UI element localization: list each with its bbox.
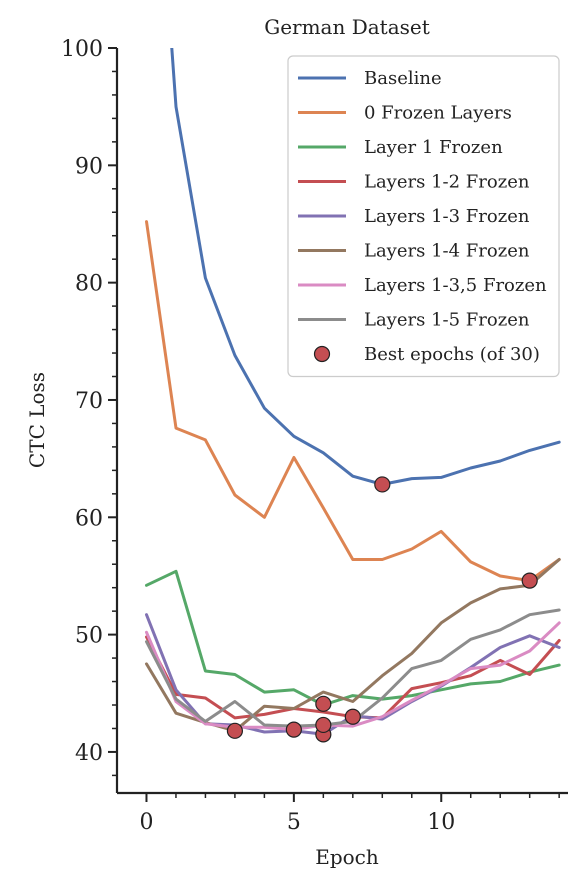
best-epoch-marker-1 <box>374 476 391 493</box>
best-epoch-marker-4 <box>285 721 302 738</box>
best-epoch-marker-6 <box>315 716 332 734</box>
series-line-layers-1-3-5-frozen <box>145 621 561 732</box>
series-line-layers-1-4-frozen <box>145 558 561 733</box>
legend-label-baseline: Baseline <box>364 68 442 89</box>
legend-marker-best-epochs <box>313 345 331 363</box>
legend-label-0-frozen-layers: 0 Frozen Layers <box>364 103 512 124</box>
legend-label-layers-1-3-5-frozen: Layers 1-3,5 Frozen <box>364 275 547 296</box>
x-axis-title: Epoch <box>315 845 379 869</box>
y-tick-label-40: 40 <box>75 741 103 766</box>
y-tick-label-100: 100 <box>61 37 103 62</box>
best-epoch-marker-7 <box>315 695 332 712</box>
y-axis-title: CTC Loss <box>25 372 49 468</box>
best-epoch-marker-8 <box>344 708 361 725</box>
series-line-baseline <box>170 48 561 486</box>
x-tick-label-10: 10 <box>427 810 455 835</box>
series-line-0-frozen-layers <box>145 220 561 583</box>
legend-label-best-epochs: Best epochs (of 30) <box>364 344 540 365</box>
best-epoch-marker-3 <box>226 722 244 739</box>
legend-label-layers-1-2-frozen: Layers 1-2 Frozen <box>364 172 530 193</box>
best-epoch-marker-2 <box>521 572 538 589</box>
legend-label-layers-1-3-frozen: Layers 1-3 Frozen <box>364 206 530 227</box>
y-tick-label-90: 90 <box>75 154 103 179</box>
x-tick-label-0: 0 <box>139 810 153 835</box>
legend-label-layers-1-5-frozen: Layers 1-5 Frozen <box>364 310 530 331</box>
legend: Baseline 0 Frozen Layers Layer 1 Frozen Lay… <box>287 55 560 378</box>
y-tick-label-60: 60 <box>75 506 103 531</box>
y-tick-label-70: 70 <box>75 389 103 414</box>
plot-layer <box>145 48 561 743</box>
x-tick-label-5: 5 <box>287 810 301 835</box>
legend-frame <box>287 55 560 378</box>
chart-title: German Dataset <box>264 15 430 39</box>
axes-layer: 40 50 60 70 80 90 100 0 5 10 <box>61 37 568 835</box>
legend-label-layers-1-4-frozen: Layers 1-4 Frozen <box>364 241 530 262</box>
legend-label-layer-1-frozen: Layer 1 Frozen <box>364 137 503 158</box>
series-line-layer-1-frozen <box>145 569 561 707</box>
y-tick-label-80: 80 <box>75 272 103 297</box>
y-tick-label-50: 50 <box>75 624 103 649</box>
